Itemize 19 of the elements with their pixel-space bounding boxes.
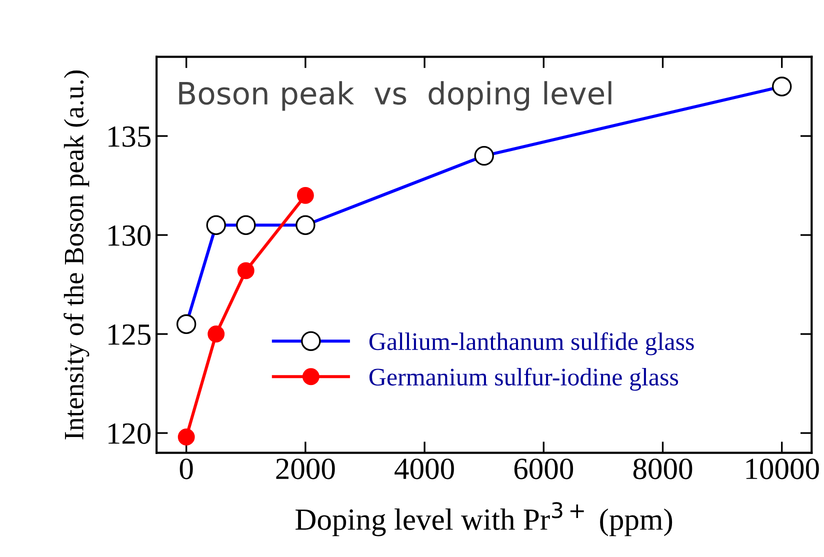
y-tick-label: 120 [108, 423, 151, 444]
x-axis-title: Doping level with Pr$^{3+}$ (ppm) [296, 502, 672, 536]
x-tick-label: 0 [180, 458, 193, 480]
legend-label: Gallium-lanthanum sulfide glass [369, 332, 694, 356]
x-tick-label: 6000 [514, 458, 574, 480]
legend-label: Germanium sulfur-iodine glass [369, 368, 678, 391]
point [178, 428, 195, 446]
x-tick-label: 10000 [746, 458, 819, 480]
x-tick-label: 4000 [394, 458, 454, 480]
y-tick-label: 125 [108, 324, 151, 345]
y-tick-label: 135 [108, 126, 151, 147]
y-tick-label: 130 [108, 225, 151, 246]
x-tick-label: 2000 [276, 458, 335, 480]
point [237, 262, 254, 280]
x-tick-label: 8000 [633, 458, 692, 480]
y-axis-title: Intensity of the Boson peak (a.u.) [64, 70, 90, 440]
point [296, 186, 314, 204]
point [208, 326, 225, 343]
text: Boson peak vs doping level [179, 81, 612, 111]
